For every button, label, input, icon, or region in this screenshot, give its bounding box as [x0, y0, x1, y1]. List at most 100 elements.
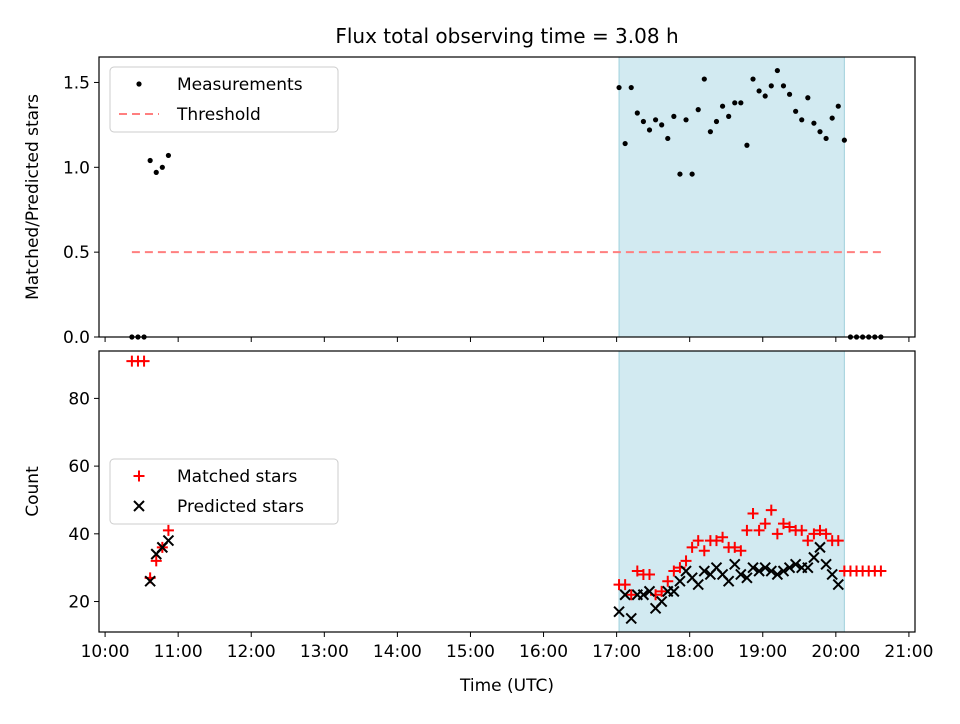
- data-point: [625, 612, 637, 625]
- data-point: [613, 605, 625, 618]
- data-point: [783, 561, 796, 574]
- data-point: [622, 140, 628, 147]
- y-axis-label: Count: [23, 466, 43, 517]
- axes-frame: [98, 56, 916, 338]
- data-point: [729, 541, 741, 553]
- data-point: [759, 518, 771, 530]
- series-predicted-stars: [144, 534, 844, 625]
- data-point: [680, 555, 692, 567]
- data-point: [634, 110, 640, 116]
- data-point: [744, 142, 750, 148]
- data-point: [692, 578, 704, 591]
- data-point: [655, 595, 668, 608]
- data-point: [750, 76, 756, 82]
- data-point: [144, 575, 156, 587]
- data-point: [817, 129, 823, 135]
- data-point: [668, 585, 680, 598]
- data-point: [695, 107, 701, 113]
- y-tick-label: 1.5: [63, 73, 90, 93]
- data-point: [753, 565, 765, 577]
- data-point: [808, 551, 820, 564]
- data-point: [802, 535, 814, 547]
- legend: Measurements Threshold: [109, 66, 339, 133]
- data-point: [628, 84, 634, 91]
- data-point: [826, 568, 838, 581]
- data-point: [652, 117, 659, 123]
- data-point: [762, 93, 768, 99]
- axes-frame: [98, 350, 916, 633]
- x-axis-label: Time (UTC): [459, 676, 554, 696]
- data-point: [707, 129, 713, 135]
- data-point: [732, 100, 738, 106]
- data-point: [814, 524, 826, 536]
- data-point: [735, 568, 747, 581]
- legend: Matched stars Predicted stars: [109, 458, 339, 525]
- data-point: [741, 572, 753, 584]
- data-point: [768, 83, 774, 89]
- data-point: [765, 565, 777, 577]
- data-point: [722, 575, 735, 587]
- data-point: [683, 117, 689, 123]
- x-tick-label: 11:00: [154, 642, 203, 662]
- data-point: [832, 578, 844, 591]
- data-point: [832, 535, 844, 547]
- data-point: [659, 122, 665, 128]
- legend-marker: [136, 81, 142, 87]
- data-point: [841, 137, 847, 143]
- data-point: [814, 541, 826, 554]
- data-point: [777, 565, 790, 577]
- y-tick-label: 40: [68, 525, 90, 545]
- data-point: [637, 589, 650, 601]
- x-tick-label: 18:00: [665, 642, 714, 662]
- data-point: [692, 535, 704, 547]
- data-point: [835, 103, 841, 109]
- data-point: [616, 84, 622, 91]
- data-point: [774, 67, 780, 74]
- data-point: [150, 555, 162, 567]
- x-tick-label: 20:00: [811, 642, 860, 662]
- x-tick-label: 15:00: [446, 642, 495, 662]
- data-point: [756, 88, 762, 94]
- x-tick-label: 12:00: [227, 642, 276, 662]
- data-point: [713, 118, 720, 125]
- y-axis-label: Matched/Predicted stars: [23, 94, 43, 300]
- x-tick-label: 21:00: [884, 642, 933, 662]
- data-point: [640, 118, 647, 125]
- data-point: [771, 568, 784, 581]
- data-point: [759, 561, 771, 574]
- data-point: [159, 164, 165, 170]
- data-point: [674, 575, 686, 587]
- data-point: [643, 568, 655, 580]
- data-point: [829, 115, 835, 121]
- data-point: [786, 91, 793, 97]
- data-point: [823, 135, 829, 142]
- data-point: [805, 95, 811, 101]
- data-point: [631, 565, 643, 577]
- data-point: [677, 171, 683, 177]
- data-point: [656, 585, 668, 597]
- data-point: [747, 561, 759, 574]
- data-point: [793, 108, 799, 114]
- data-point: [138, 355, 150, 367]
- data-point: [789, 558, 802, 570]
- data-point: [747, 508, 759, 520]
- data-point: [735, 545, 747, 557]
- x-tick-label: 16:00: [519, 642, 568, 662]
- chart-title: Flux total observing time = 3.08 h: [335, 24, 678, 48]
- data-point: [701, 76, 707, 82]
- legend-box: [109, 458, 339, 525]
- data-point: [689, 171, 695, 177]
- data-point: [777, 518, 789, 530]
- data-point: [741, 524, 753, 536]
- x-tick-label: 14:00: [373, 642, 422, 662]
- y-tick-label: 1.0: [63, 158, 90, 178]
- data-point: [729, 558, 741, 570]
- y-tick-label: 80: [68, 389, 90, 409]
- data-point: [662, 575, 674, 587]
- data-point: [619, 579, 631, 591]
- data-point: [719, 103, 726, 109]
- data-point: [710, 535, 722, 547]
- data-point: [646, 127, 653, 133]
